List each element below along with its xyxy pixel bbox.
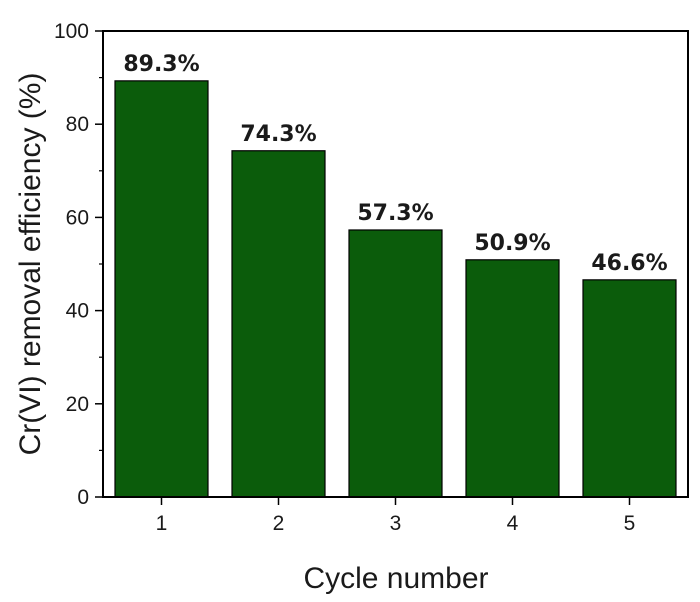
data-labels-layer: 89.3% 74.3% 57.3% 50.9% 46.6%	[123, 52, 667, 276]
data-label-cycle-3: 57.3%	[357, 201, 433, 226]
data-label-cycle-4: 50.9%	[474, 231, 550, 256]
bar-cycle-2	[231, 150, 326, 498]
y-tick-label-80: 80	[66, 113, 89, 136]
x-axis: 1 2 3 4 5	[156, 497, 636, 535]
x-tick-label-5: 5	[624, 512, 636, 535]
bar-cycle-1	[114, 80, 209, 498]
data-label-cycle-2: 74.3%	[240, 122, 316, 147]
y-tick-label-60: 60	[66, 206, 89, 229]
y-tick-label-0: 0	[77, 486, 89, 509]
x-tick-label-2: 2	[273, 512, 285, 535]
y-tick-label-40: 40	[66, 300, 89, 323]
x-axis-title: Cycle number	[303, 562, 488, 595]
bars-layer	[114, 80, 677, 498]
data-label-cycle-5: 46.6%	[591, 251, 667, 276]
x-tick-label-3: 3	[390, 512, 402, 535]
bar-cycle-5	[582, 279, 677, 498]
y-tick-label-100: 100	[54, 20, 89, 43]
bar-cycle-4	[465, 259, 560, 498]
bar-cycle-3	[348, 229, 443, 498]
y-axis-title: Cr(VI) removal efficiency (%)	[14, 73, 47, 456]
x-tick-label-4: 4	[507, 512, 519, 535]
y-axis: 0 20 40 60 80 100	[54, 20, 103, 509]
y-tick-label-20: 20	[66, 393, 89, 416]
x-tick-label-1: 1	[156, 512, 168, 535]
data-label-cycle-1: 89.3%	[123, 52, 199, 77]
